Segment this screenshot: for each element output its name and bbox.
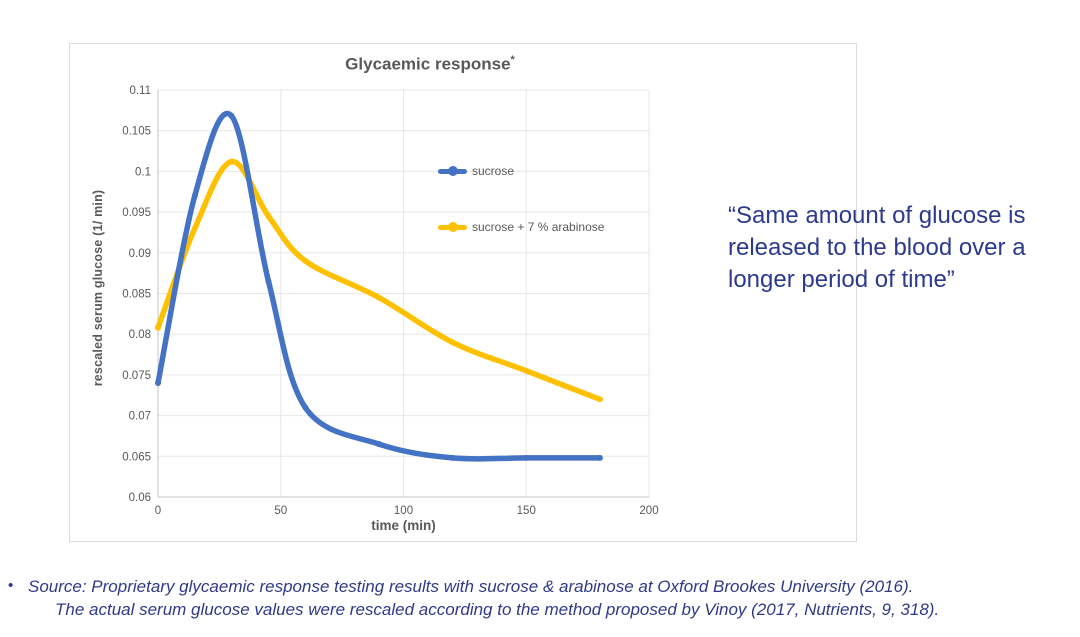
y-tick-label: 0.09 bbox=[129, 248, 151, 260]
x-tick-label: 150 bbox=[517, 505, 536, 517]
gridlines bbox=[158, 89, 650, 497]
x-axis-title: time (min) bbox=[371, 518, 436, 533]
source-line-1: Source: Proprietary glycaemic response t… bbox=[28, 577, 914, 596]
chart-title-text: Glycaemic response bbox=[345, 54, 511, 74]
y-tick-label: 0.06 bbox=[129, 492, 151, 504]
tick-labels: 0.11 0.105 0.1 0.095 0.09 0.085 0.08 0.075 0.07 0… bbox=[122, 85, 658, 517]
x-tick-label: 100 bbox=[394, 505, 413, 517]
series-line-sucrose-7-arabinose bbox=[155, 158, 603, 403]
sucrose-line-marker-icon bbox=[438, 166, 467, 176]
legend-label-arabinose: sucrose + 7 % arabinose bbox=[472, 220, 605, 234]
y-tick-label: 0.065 bbox=[122, 451, 151, 463]
y-tick-label: 0.105 bbox=[122, 126, 151, 138]
x-tick-label: 50 bbox=[274, 505, 287, 517]
chart-panel: Glycaemic response* rescaled serum gluco… bbox=[69, 43, 857, 542]
x-tick-label: 200 bbox=[639, 505, 658, 517]
chart-title: Glycaemic response* bbox=[180, 54, 680, 75]
y-tick-label: 0.095 bbox=[122, 207, 151, 219]
legend-item-sucrose: sucrose bbox=[438, 162, 514, 180]
source-line-2: The actual serum glucose values were res… bbox=[55, 600, 940, 619]
glycaemic-response-plot: 0.11 0.105 0.1 0.095 0.09 0.085 0.08 0.075 0.07 0… bbox=[122, 85, 658, 517]
series-markers-sucrose bbox=[155, 113, 603, 461]
y-tick-label: 0.075 bbox=[122, 370, 151, 382]
x-tick-label: 0 bbox=[155, 505, 161, 517]
y-tick-label: 0.11 bbox=[129, 85, 151, 97]
arabinose-line-marker-icon bbox=[438, 222, 467, 232]
y-tick-label: 0.1 bbox=[135, 166, 151, 178]
y-tick-label: 0.085 bbox=[122, 289, 151, 301]
legend-item-arabinose: sucrose + 7 % arabinose bbox=[438, 218, 604, 236]
y-tick-label: 0.08 bbox=[129, 329, 151, 341]
y-tick-label: 0.07 bbox=[129, 411, 151, 423]
series-line-sucrose bbox=[155, 110, 603, 462]
legend-label-sucrose: sucrose bbox=[472, 164, 515, 178]
series-markers-sucrose-7-arabinose bbox=[155, 158, 603, 403]
y-axis-title: rescaled serum glucose (1/ min) bbox=[91, 189, 105, 387]
source-bullet-icon: • bbox=[8, 577, 14, 594]
chart-title-asterisk: * bbox=[510, 54, 515, 66]
quote-text: “Same amount of glucose is released to t… bbox=[728, 202, 1026, 293]
source-note: Source: Proprietary glycaemic response t… bbox=[28, 575, 1078, 621]
